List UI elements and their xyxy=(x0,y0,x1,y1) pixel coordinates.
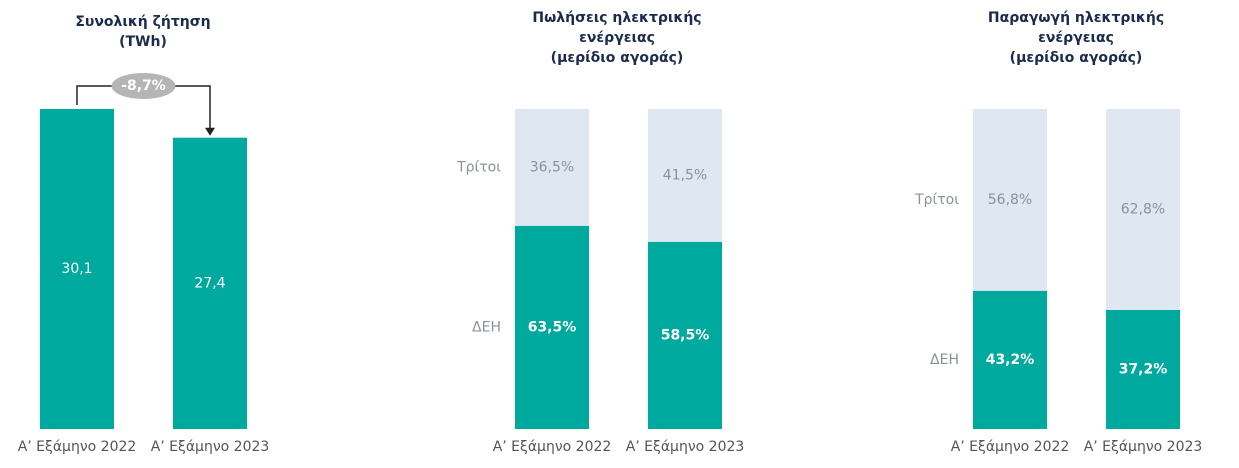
bar-segment xyxy=(1106,109,1180,310)
chart-title: Πωλήσεις ηλεκτρικής xyxy=(532,10,701,26)
chart-title: (μερίδιο αγοράς) xyxy=(551,50,684,66)
legend-label: Τρίτοι xyxy=(456,159,501,175)
bar xyxy=(173,137,247,429)
value-label: 58,5% xyxy=(661,327,710,343)
bar-segment xyxy=(515,225,589,429)
value-label: 62,8% xyxy=(1121,201,1165,217)
bar-segment xyxy=(973,290,1047,429)
bar-segment xyxy=(1106,309,1180,429)
value-label: 27,4 xyxy=(194,275,225,291)
x-tick-label: Α’ Εξάμηνο 2023 xyxy=(151,439,270,455)
bar-segment xyxy=(648,241,722,429)
bar-segment xyxy=(648,109,722,242)
value-label: 63,5% xyxy=(528,319,577,335)
value-label: 30,1 xyxy=(61,261,92,277)
chart-title: (TWh) xyxy=(119,34,167,50)
x-tick-label: Α’ Εξάμηνο 2023 xyxy=(626,439,745,455)
value-label: 37,2% xyxy=(1119,361,1168,377)
bar xyxy=(40,109,114,429)
value-label: 43,2% xyxy=(986,352,1035,368)
chart-title: Συνολική ζήτηση xyxy=(75,14,210,30)
legend-label: Τρίτοι xyxy=(914,192,959,208)
value-label: 36,5% xyxy=(530,159,574,175)
x-tick-label: Α’ Εξάμηνο 2022 xyxy=(951,439,1070,455)
x-tick-label: Α’ Εξάμηνο 2022 xyxy=(493,439,612,455)
x-tick-label: Α’ Εξάμηνο 2023 xyxy=(1084,439,1203,455)
value-label: 41,5% xyxy=(663,167,707,183)
bar-segment xyxy=(973,109,1047,291)
legend-label: ΔΕΗ xyxy=(930,352,959,368)
chart-title: ενέργειας xyxy=(1038,30,1114,46)
value-label: 56,8% xyxy=(988,192,1032,208)
annotation-arrow xyxy=(205,127,215,136)
bar-segment xyxy=(515,109,589,226)
chart-title: Παραγωγή ηλεκτρικής xyxy=(988,10,1164,26)
chart-title: (μερίδιο αγοράς) xyxy=(1010,50,1143,66)
annotation: -8,7% xyxy=(121,78,166,94)
chart-title: ενέργειας xyxy=(579,30,655,46)
legend-label: ΔΕΗ xyxy=(472,319,501,335)
x-tick-label: Α’ Εξάμηνο 2022 xyxy=(18,439,137,455)
annotation-badge xyxy=(111,73,176,99)
